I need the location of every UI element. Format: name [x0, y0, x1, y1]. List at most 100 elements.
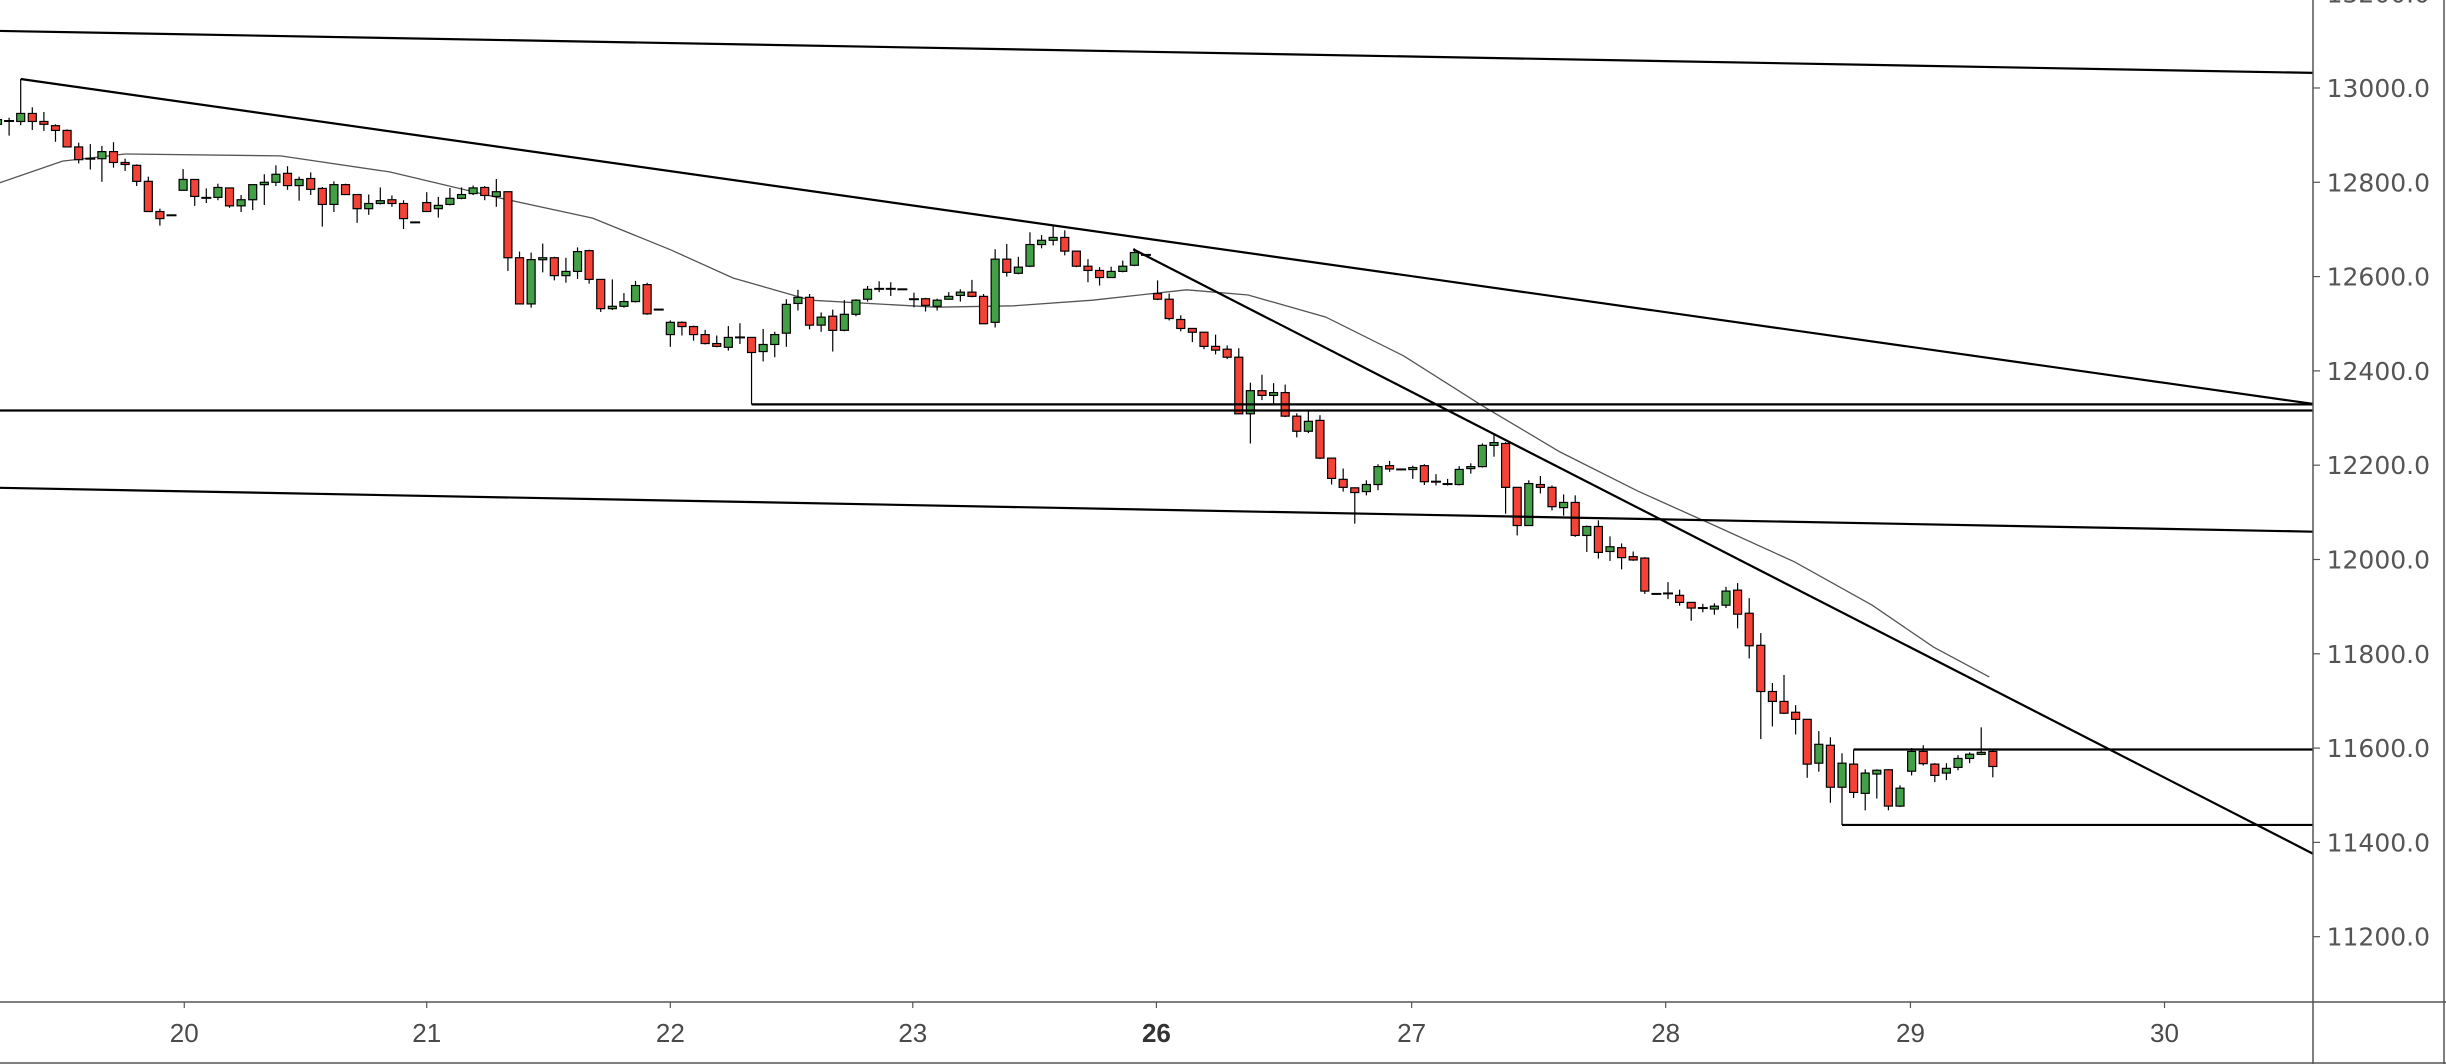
candle: [1199, 331, 1209, 350]
candle-body-down: [746, 336, 757, 354]
candle: [908, 292, 919, 308]
candle-body-down: [143, 180, 153, 213]
candle-body-down: [1756, 644, 1766, 693]
candle-body-up: [619, 300, 629, 307]
candle-body-down: [1164, 298, 1174, 320]
candle: [1129, 248, 1139, 267]
candle-body-down: [1512, 486, 1522, 527]
price-axis[interactable]: 13200.0 13000.0 12800.0 12600.0 12400.0 12200…: [2312, 0, 2445, 1064]
candle: [932, 298, 942, 311]
candle: [1222, 345, 1232, 360]
candle: [1257, 374, 1267, 401]
candle-body-up: [456, 193, 467, 199]
candle-body-down: [1570, 501, 1580, 537]
candle-body-down: [804, 296, 815, 326]
candle-body-up: [491, 191, 501, 198]
candle: [1210, 334, 1221, 355]
candle: [445, 187, 455, 206]
candle-body-down: [1384, 465, 1395, 470]
candle-body-down: [1210, 345, 1221, 351]
candle: [1675, 589, 1685, 606]
candle-body-down: [1767, 690, 1778, 703]
candle: [1524, 480, 1534, 527]
candle-body-up: [433, 204, 443, 210]
candle: [538, 243, 548, 273]
candle-body-down: [596, 278, 606, 310]
time-axis[interactable]: 20 21 22 23 26 27 28 29 30: [0, 1001, 2446, 1064]
candle-body-up: [1013, 266, 1023, 274]
candle-body-down: [967, 291, 977, 297]
candle: [1616, 543, 1627, 570]
time-tick-label: 26: [1142, 1018, 1171, 1048]
descending-resistance-trendline[interactable]: [20, 77, 2313, 405]
candle-body-down: [1791, 711, 1801, 720]
candle-body-up: [1303, 420, 1313, 432]
upper-channel-trendline[interactable]: [0, 29, 2313, 74]
lower-channel-trendline[interactable]: [0, 486, 2313, 533]
candle: [758, 328, 768, 362]
candle: [1245, 382, 1255, 444]
candle-body-up: [781, 303, 791, 334]
candle-body-down: [1628, 556, 1638, 561]
candle-body-up: [0, 118, 3, 125]
candle-body-down: [1060, 236, 1070, 252]
candle-body-up: [364, 202, 374, 210]
candle: [1466, 463, 1476, 474]
candle-body-down: [108, 151, 119, 164]
candle: [213, 183, 223, 201]
candle-body-up: [271, 173, 281, 183]
candle: [1988, 749, 1998, 778]
candle-body-down: [1338, 478, 1348, 488]
candle: [978, 294, 989, 325]
candle-body-up: [213, 186, 223, 198]
price-tick-label: 12800.0: [2327, 168, 2430, 197]
candle: [1152, 280, 1163, 301]
candle-body-up: [630, 284, 641, 303]
candle: [955, 289, 965, 302]
candle-body-up: [526, 259, 536, 305]
candle-body-up: [1268, 391, 1279, 397]
candle: [1628, 551, 1638, 561]
candle: [1002, 244, 1012, 277]
candle: [1164, 293, 1174, 321]
moving-average-layer: [0, 153, 1990, 678]
candle-body-up: [572, 250, 583, 272]
candle-body-down: [1744, 612, 1754, 647]
candle: [387, 195, 397, 207]
candle-body-up: [1118, 265, 1128, 272]
candle: [155, 208, 165, 226]
candle-body-down: [1733, 589, 1743, 615]
candle: [306, 172, 316, 196]
candle: [1419, 464, 1429, 485]
candle: [1721, 586, 1731, 609]
candle-body-down: [387, 199, 397, 205]
candle-body-down: [224, 187, 235, 207]
candle-body-up: [862, 288, 873, 300]
candle-body-up: [1976, 751, 1986, 755]
candle-body-up: [839, 313, 849, 331]
candle: [816, 312, 826, 332]
candle-body-up: [375, 200, 385, 205]
candle: [1837, 753, 1847, 825]
candle: [1697, 603, 1708, 613]
candle-body-up: [236, 199, 246, 207]
candle-body-up: [851, 299, 861, 315]
time-tick-label: 21: [412, 1018, 441, 1048]
drawings-layer[interactable]: [0, 29, 2313, 855]
candle: [944, 292, 954, 300]
candle: [248, 184, 258, 211]
candle-body-down: [27, 112, 37, 123]
plot-area[interactable]: [0, 29, 2313, 855]
candle-body-down: [1257, 390, 1267, 397]
price-tick-label: 12200.0: [2327, 451, 2430, 480]
candle-body-up: [329, 184, 339, 206]
candle: [294, 176, 304, 201]
steep-descending-trendline[interactable]: [1132, 248, 2313, 855]
candle: [1373, 464, 1383, 491]
candle-body-down: [978, 295, 989, 325]
candle: [828, 309, 838, 352]
candle: [1048, 226, 1058, 246]
candle: [793, 289, 803, 311]
